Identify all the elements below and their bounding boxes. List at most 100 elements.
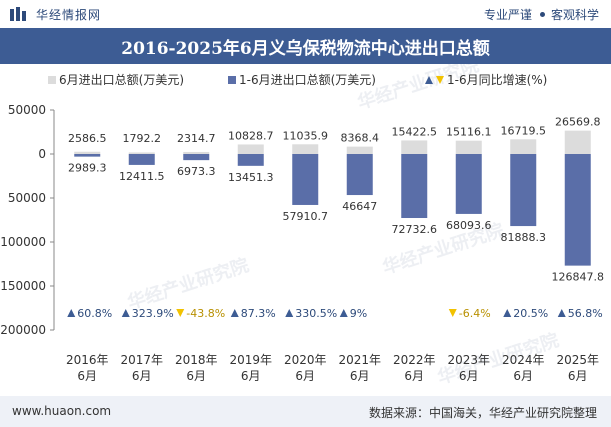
x-tick-year: 2019年 [229,353,272,367]
x-tick-month: 6月 [295,369,315,383]
cumulative-value-label: 68093.6 [446,219,492,232]
chart-title: 2016-2025年6月义乌保税物流中心进出口总额 [0,34,611,59]
legend-label: 1-6月进出口总额(万美元) [239,73,376,87]
yoy-up-icon [503,309,511,317]
y-axis: 50000 0 50000 100000 150000 200000 [0,103,54,337]
monthly-value-label: 15116.1 [446,126,492,139]
y-tick-label: 50000 [8,103,46,117]
cumulative-value-label: 46647 [342,200,377,213]
cumulative-value-label: 12411.5 [119,170,165,183]
y-tick-label: 150000 [0,279,46,293]
x-tick-month: 6月 [186,369,206,383]
x-tick-year: 2017年 [120,353,163,367]
x-tick-year: 2016年 [66,353,109,367]
logo-icon [10,7,30,21]
x-tick-month: 6月 [459,369,479,383]
cumulative-value-label: 57910.7 [283,210,329,223]
cumulative-value-label: 126847.8 [552,271,605,284]
yoy-markers: 60.8% 323.9% -43.8% 87.3% 330.5% 9% -6.4% 20.5%… [67,307,602,320]
monthly-value-label: 1792.2 [123,132,162,145]
cumulative-bar [292,154,318,205]
monthly-bar [347,147,373,154]
title-bar: 2016-2025年6月义乌保税物流中心进出口总额 [0,28,611,64]
monthly-bar [129,152,155,154]
monthly-bar [565,131,591,154]
footer-url[interactable]: www.huaon.com [12,404,111,418]
cumulative-bar [183,154,209,160]
slogan-2: 客观科学 [551,8,599,22]
x-tick-month: 6月 [404,369,424,383]
top-bar: 华经情报网 专业严谨 客观科学 [0,0,611,28]
x-tick-year: 2022年 [393,353,436,367]
cumulative-value-label: 81888.3 [501,231,547,244]
cumulative-value-label: 6973.3 [177,165,216,178]
cumulative-bar [347,154,373,195]
brand-name: 华经情报网 [36,6,101,23]
x-tick-year: 2023年 [447,353,490,367]
yoy-value-label: 60.8% [77,307,112,320]
yoy-down-icon [176,309,184,317]
y-tick-label: 200000 [0,323,46,337]
cumulative-bar [565,154,591,266]
x-axis: 2016年 6月 2017年 6月 2018年 6月 2019年 6月 2020年 6月 2021年… [66,353,599,383]
y-tick-label: 100000 [0,235,46,249]
cumulative-bar [74,154,100,157]
monthly-value-label: 2314.7 [177,132,216,145]
x-tick-month: 6月 [132,369,152,383]
monthly-bar [238,144,264,154]
yoy-up-icon [340,309,348,317]
watermark-text: 华经产业研究院 [125,254,252,314]
cumulative-value-label: 13451.3 [228,171,274,184]
slogan-1: 专业严谨 [484,8,532,22]
x-tick-month: 6月 [350,369,370,383]
x-tick-month: 6月 [513,369,533,383]
monthly-value-label: 16719.5 [501,124,547,137]
yoy-value-label: 87.3% [241,307,276,320]
watermark-text: 华经产业研究院 [355,64,482,114]
yoy-value-label: -43.8% [186,307,225,320]
footer-source: 数据来源：中国海关，华经产业研究院整理 [369,404,597,421]
x-tick-year: 2020年 [284,353,327,367]
x-tick-month: 6月 [568,369,588,383]
dot-icon [540,12,545,17]
monthly-bar [74,152,100,154]
yoy-up-icon [231,309,239,317]
yoy-value-label: 20.5% [513,307,548,320]
yoy-down-icon [449,309,457,317]
cumulative-bar [129,154,155,165]
legend: 6月进出口总额(万美元) 1-6月进出口总额(万美元) 1-6月同比增速(%) [48,73,547,87]
monthly-bar [456,141,482,154]
slogan: 专业严谨 客观科学 [484,6,599,23]
monthly-value-label: 2586.5 [68,132,107,145]
monthly-value-label: 15422.5 [392,125,438,138]
monthly-bar [510,139,536,154]
footer: www.huaon.com 数据来源：中国海关，华经产业研究院整理 [0,396,611,427]
cumulative-bar [238,154,264,166]
monthly-bar [183,152,209,154]
monthly-value-label: 8368.4 [341,132,380,145]
monthly-bar [401,140,427,154]
legend-swatch [48,76,56,84]
yoy-up-icon [67,309,75,317]
yoy-value-label: 9% [350,307,367,320]
x-tick-year: 2021年 [338,353,381,367]
cumulative-value-label: 72732.6 [392,223,438,236]
yoy-up-icon [285,309,293,317]
y-tick-label: 0 [38,147,46,161]
yoy-value-label: 323.9% [132,307,174,320]
x-tick-month: 6月 [241,369,261,383]
cumulative-bar [401,154,427,218]
y-tick-label: 50000 [8,191,46,205]
monthly-value-label: 10828.7 [228,129,274,142]
legend-label: 1-6月同比增速(%) [447,73,547,87]
yoy-up-icon [558,309,566,317]
yoy-value-label: 56.8% [568,307,603,320]
cumulative-bar [456,154,482,214]
yoy-up-icon [122,309,130,317]
legend-swatch [228,76,236,84]
yoy-value-label: 330.5% [295,307,337,320]
x-tick-year: 2024年 [502,353,545,367]
cumulative-value-label: 2989.3 [68,162,107,175]
